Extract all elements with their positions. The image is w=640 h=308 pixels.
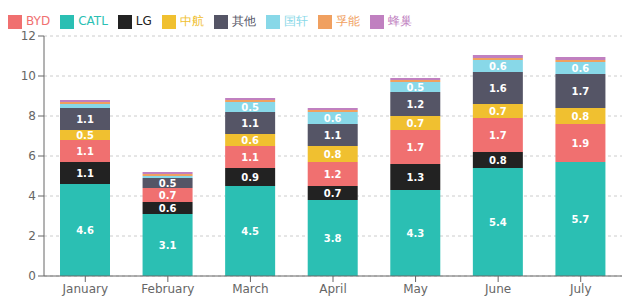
svg-text:July: July — [569, 282, 592, 296]
svg-text:2: 2 — [28, 229, 36, 243]
svg-text:1.7: 1.7 — [406, 142, 424, 153]
svg-text:April: April — [319, 282, 346, 296]
svg-text:0.7: 0.7 — [489, 106, 507, 117]
html-text:孚能: 孚能 — [335, 14, 360, 28]
svg-text:0.5: 0.5 — [76, 130, 94, 141]
svg-text:0.5: 0.5 — [241, 102, 259, 113]
svg-text:0.7: 0.7 — [324, 188, 342, 199]
svg-text:0.7: 0.7 — [406, 118, 424, 129]
svg-text:0.7: 0.7 — [159, 190, 177, 201]
svg-text:January: January — [62, 282, 109, 296]
svg-text:1.7: 1.7 — [489, 130, 507, 141]
svg-text:0.6: 0.6 — [324, 113, 342, 124]
svg-text:10: 10 — [21, 69, 36, 83]
html-text:蜂巢: 蜂巢 — [387, 14, 412, 28]
svg-text:0.6: 0.6 — [159, 203, 177, 214]
svg-text:June: June — [484, 282, 511, 296]
svg-text:0.8: 0.8 — [324, 149, 342, 160]
svg-text:4.6: 4.6 — [76, 225, 94, 236]
html-text:国轩: 国轩 — [283, 14, 308, 28]
svg-text:0.5: 0.5 — [159, 178, 177, 189]
svg-text:1.2: 1.2 — [406, 99, 424, 110]
svg-text:1.1: 1.1 — [76, 146, 94, 157]
svg-text:1.9: 1.9 — [572, 138, 590, 149]
svg-text:1.6: 1.6 — [489, 83, 507, 94]
svg-text:1.1: 1.1 — [241, 152, 259, 163]
svg-text:0.9: 0.9 — [241, 172, 259, 183]
svg-text:4: 4 — [28, 189, 36, 203]
html-text:CATL: CATL — [78, 14, 108, 28]
svg-text:1.1: 1.1 — [324, 130, 342, 141]
svg-text:0.8: 0.8 — [572, 111, 590, 122]
svg-text:February: February — [141, 282, 194, 296]
svg-text:3.1: 3.1 — [159, 240, 177, 251]
html-text:BYD: BYD — [26, 14, 51, 28]
svg-text:1.1: 1.1 — [76, 168, 94, 179]
svg-text:5.7: 5.7 — [572, 214, 590, 225]
svg-text:1.1: 1.1 — [76, 114, 94, 125]
svg-text:0.6: 0.6 — [572, 63, 590, 74]
html-text:中航: 中航 — [179, 14, 204, 28]
html-text:其他: 其他 — [231, 14, 256, 28]
svg-text:5.4: 5.4 — [489, 217, 507, 228]
svg-text:3.8: 3.8 — [324, 233, 342, 244]
svg-text:May: May — [403, 282, 428, 296]
svg-text:0: 0 — [28, 269, 36, 283]
svg-text:8: 8 — [28, 109, 36, 123]
svg-text:6: 6 — [28, 149, 36, 163]
html-text:LG: LG — [135, 14, 152, 28]
svg-text:4.3: 4.3 — [406, 228, 424, 239]
svg-text:0.8: 0.8 — [489, 155, 507, 166]
svg-text:0.6: 0.6 — [241, 135, 259, 146]
svg-text:1.7: 1.7 — [572, 86, 590, 97]
svg-text:1.3: 1.3 — [406, 172, 424, 183]
svg-text:4.5: 4.5 — [241, 226, 259, 237]
svg-text:12: 12 — [21, 29, 36, 43]
svg-text:0.6: 0.6 — [489, 61, 507, 72]
svg-text:March: March — [232, 282, 269, 296]
svg-text:0.5: 0.5 — [406, 82, 424, 93]
svg-text:1.1: 1.1 — [241, 118, 259, 129]
svg-text:1.2: 1.2 — [324, 169, 342, 180]
